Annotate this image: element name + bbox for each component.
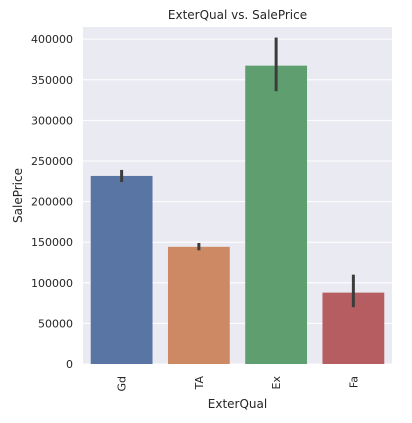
bar-ex xyxy=(245,65,308,364)
y-tick-label-7: 350000 xyxy=(31,74,73,87)
bar-gd xyxy=(90,175,153,364)
bars xyxy=(90,65,385,364)
y-tick-labels: 0 50000 100000 150000 200000 250000 300000 3500… xyxy=(31,33,73,371)
bar-ta xyxy=(167,246,230,364)
x-tick-label-ex: Ex xyxy=(270,376,283,390)
y-tick-label-4: 200000 xyxy=(31,196,73,209)
y-tick-label-0: 0 xyxy=(66,358,73,371)
x-tick-label-fa: Fa xyxy=(347,376,360,388)
chart-title: ExterQual vs. SalePrice xyxy=(168,8,307,22)
y-tick-label-3: 150000 xyxy=(31,236,73,249)
y-tick-label-6: 300000 xyxy=(31,114,73,127)
y-tick-label-1: 50000 xyxy=(38,317,73,330)
x-tick-label-ta: TA xyxy=(193,376,206,391)
x-axis-title: ExterQual xyxy=(208,397,267,411)
y-tick-label-2: 100000 xyxy=(31,277,73,290)
x-tick-labels: Gd TA Ex Fa xyxy=(116,376,361,392)
error-bars xyxy=(120,37,355,308)
y-tick-label-5: 250000 xyxy=(31,155,73,168)
y-tick-label-8: 400000 xyxy=(31,33,73,46)
y-axis-title: SalePrice xyxy=(11,168,25,223)
x-tick-label-gd: Gd xyxy=(116,376,129,392)
